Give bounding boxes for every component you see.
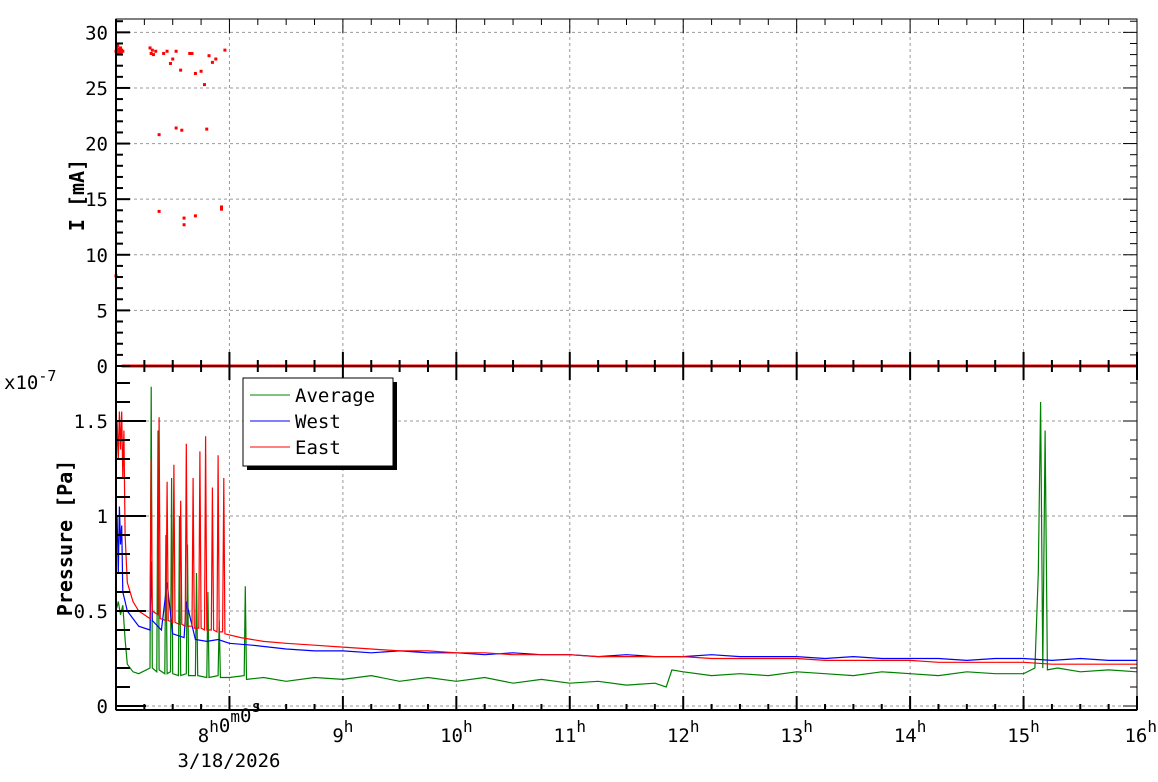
current-data-point	[154, 49, 158, 53]
current-data-point	[174, 49, 178, 53]
x-tick-label: 12h	[667, 717, 700, 747]
x-tick-label-unit: h	[690, 717, 700, 736]
current-data-point	[210, 60, 214, 64]
current-data-point	[121, 49, 125, 53]
current-data-point	[193, 71, 197, 75]
current-data-point	[190, 51, 194, 55]
current-data-point	[119, 46, 123, 50]
x-tick-label: 16h	[1124, 717, 1157, 747]
date-label: 3/18/2026	[178, 750, 281, 772]
top-plot-frame	[115, 18, 1138, 367]
top-y-tick-label: 5	[97, 300, 108, 322]
x-tick-label: 9h	[332, 717, 353, 747]
current-data-point	[171, 57, 175, 61]
x-tick-label-unit: s	[251, 697, 261, 716]
current-data-point	[174, 126, 178, 130]
legend: Average West East	[242, 377, 397, 470]
y-exponent-power: -7	[38, 367, 56, 385]
x-tick-label-value: 9	[332, 725, 343, 747]
current-data-point	[168, 61, 172, 65]
current-data-point	[151, 53, 155, 57]
x-tick-label-value: 11	[554, 725, 577, 747]
x-tick-label-value: 10	[440, 725, 463, 747]
pressure-line-average	[115, 386, 1138, 688]
pressure-line-east	[115, 411, 1137, 665]
bottom-y-axis-label: Pressure [Pa]	[53, 460, 77, 617]
x-tick-label: 15h	[1007, 717, 1040, 747]
x-tick-label-unit: h	[463, 717, 473, 736]
current-data-point	[207, 54, 211, 58]
current-data-point	[179, 68, 183, 72]
current-data-point	[165, 49, 169, 53]
current-data-point	[115, 50, 119, 54]
pressure-line-west	[115, 506, 1137, 662]
current-data-point	[205, 127, 209, 131]
y-exponent-base: x10	[4, 372, 38, 394]
current-data-point	[116, 44, 120, 48]
y-exponent: x10-7	[4, 367, 56, 394]
x-tick-label-value: 16	[1124, 725, 1147, 747]
current-data-point	[157, 209, 161, 213]
legend-label-west: West	[295, 411, 341, 433]
current-data-point	[220, 207, 224, 211]
top-y-tick-label: 25	[85, 78, 108, 100]
bottom-y-tick-label: 1.5	[74, 411, 108, 433]
top-y-axis-label: I [mA]	[65, 159, 89, 231]
x-tick-label-value: 13	[780, 725, 803, 747]
x-tick-label: 13h	[780, 717, 813, 747]
x-tick-label-value: 15	[1007, 725, 1030, 747]
x-tick-label-unit: h	[917, 717, 927, 736]
x-tick-label-value: 0	[240, 705, 251, 727]
x-tick-label-value: 12	[667, 725, 690, 747]
top-y-tick-label: 0	[97, 356, 108, 378]
current-data-point	[119, 50, 123, 54]
current-data-point	[199, 69, 203, 73]
x-tick-label-unit: m	[230, 707, 240, 726]
current-data-point	[150, 48, 154, 52]
legend-box	[242, 377, 394, 467]
x-tick-label: 8h0m0s	[198, 697, 261, 747]
x-tick-label: 10h	[440, 717, 473, 747]
top-y-tick-label: 30	[85, 22, 108, 44]
x-tick-label-unit: h	[1147, 717, 1157, 736]
bottom-y-tick-label: 1	[97, 506, 108, 528]
current-data-point	[214, 57, 218, 61]
current-data-point	[180, 128, 184, 132]
current-data-point	[117, 51, 121, 55]
x-tick-label-value: 0	[219, 715, 230, 737]
current-data-point	[202, 83, 206, 87]
bottom-y-tick-label: 0	[97, 696, 108, 718]
current-data-point	[157, 133, 161, 137]
x-tick-label-unit: h	[803, 717, 813, 736]
top-y-tick-label: 15	[85, 189, 108, 211]
current-data-point	[220, 205, 224, 209]
current-data-point	[193, 214, 197, 218]
current-data-point	[182, 223, 186, 227]
current-data-point	[162, 51, 166, 55]
x-tick-label-unit: h	[1030, 717, 1040, 736]
current-data-point	[223, 48, 227, 52]
x-tick-label-value: 14	[894, 725, 917, 747]
x-tick-label: 14h	[894, 717, 927, 747]
x-tick-label-unit: h	[344, 717, 354, 736]
x-tick-label: 11h	[554, 717, 587, 747]
x-tick-label-unit: h	[209, 717, 219, 736]
bottom-y-tick-label: 0.5	[74, 601, 108, 623]
x-tick-label-unit: h	[576, 717, 586, 736]
current-data-point	[182, 216, 186, 220]
legend-label-east: East	[295, 437, 341, 459]
current-data-point	[188, 51, 192, 55]
top-y-tick-label: 20	[85, 134, 108, 156]
current-data-point	[148, 46, 152, 50]
x-tick-label-value: 8	[198, 725, 209, 747]
current-data-point	[149, 51, 153, 55]
legend-label-average: Average	[295, 385, 375, 407]
top-y-tick-label: 10	[85, 245, 108, 267]
